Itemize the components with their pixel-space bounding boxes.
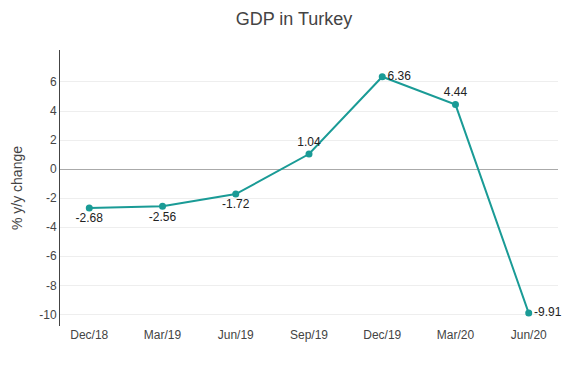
svg-text:-9.91: -9.91 [534,305,562,319]
svg-text:-2: -2 [46,191,57,205]
svg-text:-8: -8 [46,279,57,293]
svg-text:Sep/19: Sep/19 [290,328,328,342]
svg-text:2: 2 [50,133,57,147]
svg-text:0: 0 [50,162,57,176]
svg-text:4: 4 [50,104,57,118]
svg-text:4.44: 4.44 [444,85,468,99]
svg-text:Jun/19: Jun/19 [218,328,254,342]
svg-text:1.04: 1.04 [297,135,321,149]
svg-text:-2.68: -2.68 [76,211,104,225]
svg-text:Dec/19: Dec/19 [363,328,401,342]
svg-text:% y/y change: % y/y change [9,146,25,230]
svg-text:Mar/20: Mar/20 [437,328,475,342]
svg-text:-2.56: -2.56 [149,210,177,224]
svg-text:6.36: 6.36 [388,69,412,83]
svg-text:-4: -4 [46,220,57,234]
svg-text:GDP in Turkey: GDP in Turkey [236,9,353,29]
svg-text:Mar/19: Mar/19 [144,328,182,342]
svg-text:-1.72: -1.72 [222,197,250,211]
svg-text:Jun/20: Jun/20 [511,328,547,342]
svg-text:-6: -6 [46,249,57,263]
svg-text:-10: -10 [39,308,57,322]
svg-text:Dec/18: Dec/18 [70,328,108,342]
svg-text:6: 6 [50,75,57,89]
